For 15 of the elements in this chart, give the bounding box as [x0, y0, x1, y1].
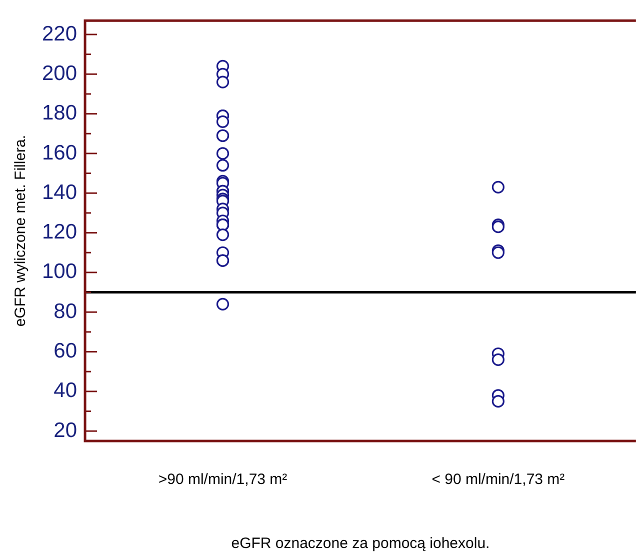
- y-tick-label: 220: [42, 22, 78, 46]
- y-tick-label: 180: [42, 102, 78, 125]
- x-tick-label: < 90 ml/min/1,73 m²: [432, 471, 565, 488]
- y-tick-label: 60: [54, 340, 78, 363]
- y-tick-label: 80: [54, 300, 78, 323]
- x-axis-title: eGFR oznaczone za pomocą iohexolu.: [231, 535, 490, 552]
- y-tick-label: 120: [42, 220, 78, 244]
- y-tick-label: 100: [42, 260, 78, 284]
- y-tick-label: 40: [54, 379, 78, 402]
- y-tick-label: 160: [42, 141, 78, 164]
- x-tick-label: >90 ml/min/1,73 m²: [158, 471, 288, 488]
- y-tick-label: 140: [42, 180, 78, 204]
- y-tick-label: 20: [54, 418, 78, 442]
- y-tick-label: 200: [42, 62, 78, 85]
- y-axis-title: eGFR wyliczone met. Fillera.: [12, 134, 30, 327]
